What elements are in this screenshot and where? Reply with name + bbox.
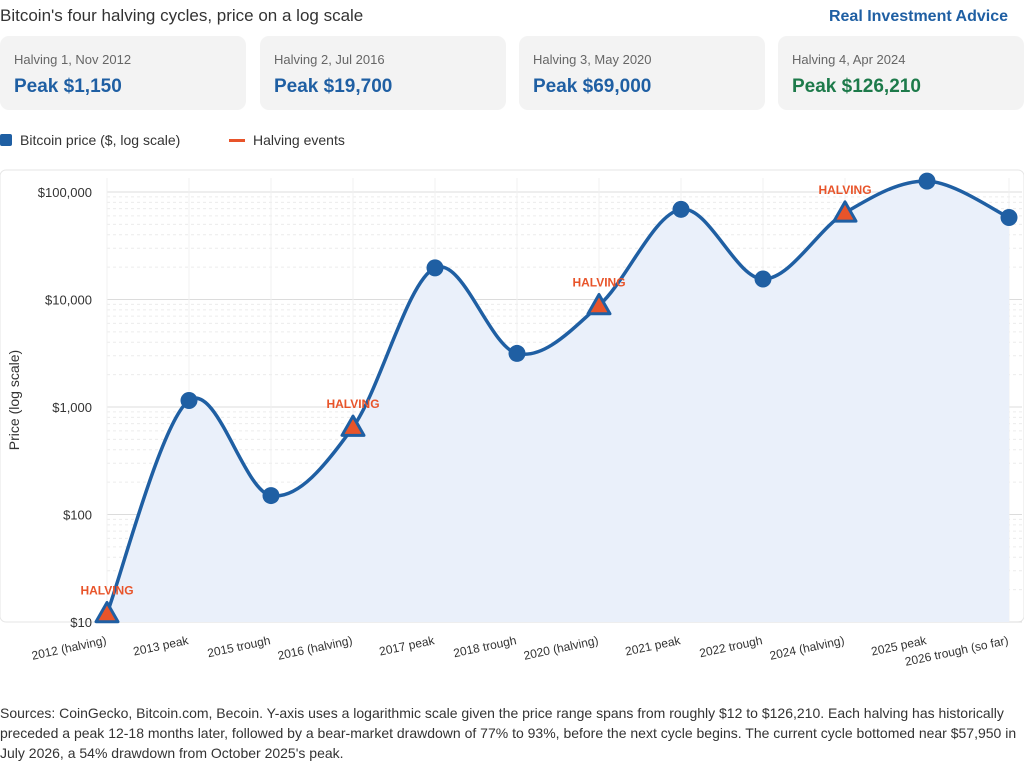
card-value: Peak $19,700	[274, 76, 393, 97]
brand-name[interactable]: Real Investment Advice	[828, 8, 1008, 25]
halving-label: HALVING	[326, 397, 379, 411]
card-label: Halving 1, Nov 2012	[14, 52, 132, 67]
price-point[interactable]	[508, 344, 526, 362]
price-point[interactable]	[426, 259, 444, 277]
y-tick-label: $10	[70, 615, 92, 630]
halving-label: HALVING	[818, 183, 871, 197]
card-halving-3: Halving 3, May 2020 Peak $69,000	[519, 36, 765, 110]
price-point[interactable]	[672, 200, 690, 218]
halving-label: HALVING	[572, 275, 625, 289]
card-label: Halving 2, Jul 2016	[274, 52, 385, 67]
price-point[interactable]	[1000, 208, 1018, 226]
y-tick-label: $1,000	[52, 400, 92, 415]
footnote: Sources: CoinGecko, Bitcoin.com, Becoin.…	[0, 705, 1017, 761]
price-point[interactable]	[262, 487, 280, 505]
card-value: Peak $126,210	[792, 76, 921, 97]
card-label: Halving 4, Apr 2024	[792, 52, 906, 67]
halving-marker[interactable]	[94, 600, 120, 624]
price-area	[107, 181, 1009, 622]
price-point[interactable]	[918, 172, 936, 190]
summary-cards: Halving 1, Nov 2012 Peak $1,150 Halving …	[0, 36, 1024, 110]
y-tick-label: $100,000	[38, 185, 92, 200]
y-tick-label: $10,000	[45, 293, 92, 308]
halving-label: HALVING	[80, 583, 133, 597]
card-label: Halving 3, May 2020	[533, 52, 652, 67]
legend-label: Bitcoin price ($, log scale)	[20, 132, 181, 148]
y-tick-label: $100	[63, 508, 92, 523]
card-halving-4: Halving 4, Apr 2024 Peak $126,210	[778, 36, 1024, 110]
card-value: Peak $1,150	[14, 76, 122, 97]
halving-marker[interactable]	[832, 200, 858, 223]
price-point[interactable]	[180, 391, 198, 409]
halving-marker[interactable]	[586, 292, 612, 316]
price-chart: $10 $100 $1,000 $10,000 $100,000 Price (log …	[0, 160, 1024, 690]
data-points: HALVING HALVING HALVING HALVING	[80, 172, 1018, 624]
legend-label: Halving events	[253, 132, 345, 148]
price-swatch-icon	[0, 134, 12, 146]
chart-title: Bitcoin's four halving cycles, price on …	[0, 6, 364, 25]
card-halving-1: Halving 1, Nov 2012 Peak $1,150	[0, 36, 246, 110]
y-axis-ticks: $10 $100 $1,000 $10,000 $100,000	[38, 185, 92, 630]
halving-marker[interactable]	[340, 414, 366, 437]
card-halving-2: Halving 2, Jul 2016 Peak $19,700	[260, 36, 506, 110]
y-axis-label: Price (log scale)	[6, 350, 22, 450]
halving-swatch-icon	[229, 139, 245, 142]
card-value: Peak $69,000	[533, 76, 652, 97]
price-point[interactable]	[754, 270, 772, 288]
